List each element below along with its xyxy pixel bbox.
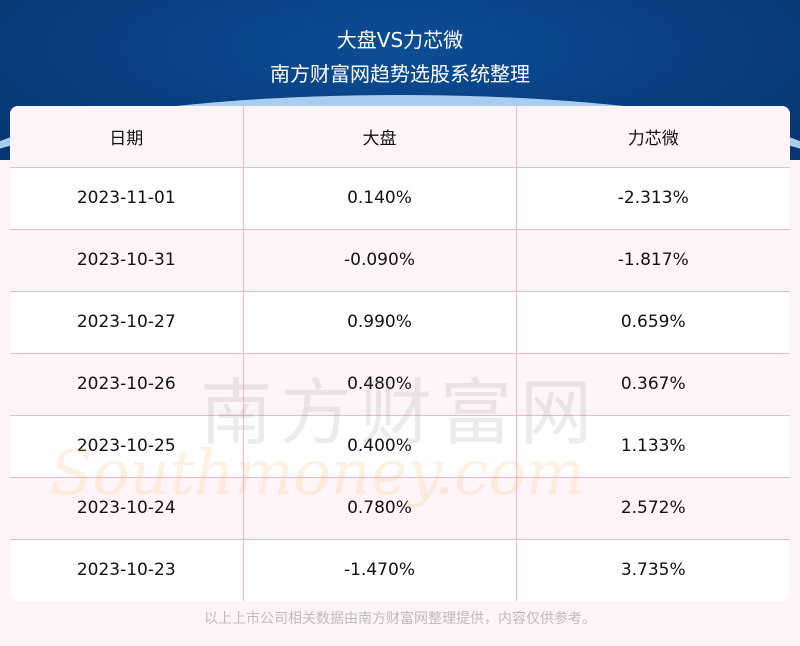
column-header-stock: 力芯微	[516, 106, 790, 168]
cell-stock-change: 0.367%	[516, 353, 790, 416]
cell-date: 2023-10-24	[10, 477, 244, 540]
cell-stock-change: -1.817%	[516, 229, 790, 292]
cell-date: 2023-10-31	[10, 229, 244, 292]
cell-date: 2023-10-23	[10, 539, 244, 601]
cell-date: 2023-10-26	[10, 353, 244, 416]
column-header-date: 日期	[10, 106, 244, 168]
cell-market-change: 0.480%	[243, 353, 517, 416]
table-row: 2023-10-27 0.990% 0.659%	[10, 291, 790, 354]
cell-date: 2023-10-27	[10, 291, 244, 354]
cell-date: 2023-11-01	[10, 167, 244, 230]
comparison-table-card: 日期 大盘 力芯微 2023-11-01 0.140% -2.313% 2023-10…	[10, 106, 790, 601]
page-title: 大盘VS力芯微	[336, 28, 464, 52]
cell-date: 2023-10-25	[10, 415, 244, 478]
cell-stock-change: 2.572%	[516, 477, 790, 540]
cell-market-change: -0.090%	[243, 229, 517, 292]
cell-stock-change: 1.133%	[516, 415, 790, 478]
cell-market-change: 0.990%	[243, 291, 517, 354]
table-row: 2023-10-26 0.480% 0.367%	[10, 353, 790, 416]
cell-market-change: 0.140%	[243, 167, 517, 230]
cell-market-change: 0.780%	[243, 477, 517, 540]
column-header-market: 大盘	[243, 106, 517, 168]
cell-market-change: -1.470%	[243, 539, 517, 601]
footer-disclaimer: 以上上市公司相关数据由南方财富网整理提供，内容仅供参考。	[204, 611, 596, 627]
cell-stock-change: 3.735%	[620, 560, 686, 581]
table-row: 2023-10-24 0.780% 2.572%	[10, 477, 790, 540]
comparison-table: 日期 大盘 力芯微 2023-11-01 0.140% -2.313% 2023-10…	[10, 106, 790, 601]
table-row: 2023-10-23 -1.470% 3.735%	[10, 539, 790, 601]
cell-stock-change: 0.659%	[516, 291, 790, 354]
table-row: 2023-11-01 0.140% -2.313%	[10, 167, 790, 230]
cell-stock-change: -2.313%	[516, 167, 790, 230]
cell-market-change: 0.400%	[243, 415, 517, 478]
table-row: 2023-10-25 0.400% 1.133%	[10, 415, 790, 478]
table-row: 2023-10-31 -0.090% -1.817%	[10, 229, 790, 292]
table-header-row: 日期 大盘 力芯微	[10, 106, 790, 168]
page-subtitle: 南方财富网趋势选股系统整理	[270, 62, 530, 86]
